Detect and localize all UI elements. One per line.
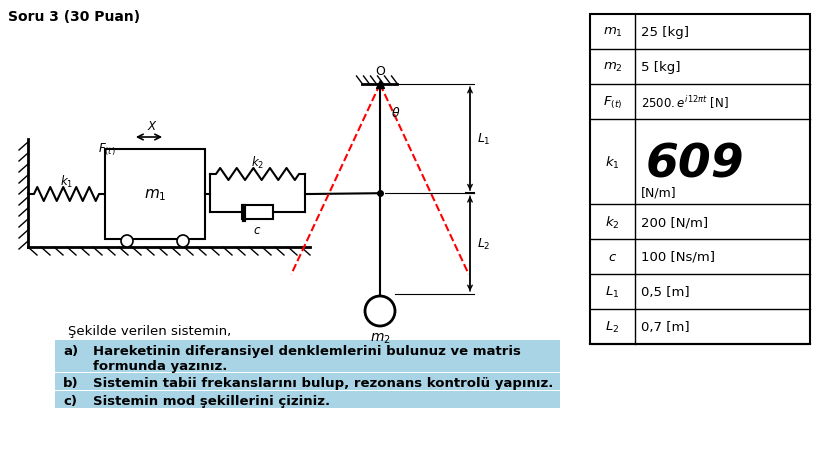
Bar <box>105 150 205 239</box>
Bar <box>55 373 560 390</box>
Text: Sistemin mod şekillerini çiziniz.: Sistemin mod şekillerini çiziniz. <box>93 394 330 407</box>
Bar <box>242 206 272 219</box>
Text: [N/m]: [N/m] <box>641 186 677 199</box>
Text: Sistemin tabii frekanslarını bulup, rezonans kontrolü yapınız.: Sistemin tabii frekanslarını bulup, rezo… <box>93 376 553 389</box>
Text: $m_2$: $m_2$ <box>602 61 622 74</box>
Text: $k_2$: $k_2$ <box>251 155 264 171</box>
Text: 200 [N/m]: 200 [N/m] <box>641 216 708 228</box>
Text: $k_1$: $k_1$ <box>60 173 73 190</box>
Text: $m_2$: $m_2$ <box>370 331 390 345</box>
Text: O: O <box>375 64 385 77</box>
Text: 0,5 [m]: 0,5 [m] <box>641 285 690 298</box>
Text: $k_1$: $k_1$ <box>605 154 620 170</box>
Text: $2500.e^{i12\pi t}$ [N]: $2500.e^{i12\pi t}$ [N] <box>641 94 728 111</box>
Text: 5 [kg]: 5 [kg] <box>641 61 681 74</box>
Text: 100 [Ns/m]: 100 [Ns/m] <box>641 250 715 263</box>
Text: 609: 609 <box>646 142 745 187</box>
Text: $k_2$: $k_2$ <box>605 214 620 230</box>
Text: 25 [kg]: 25 [kg] <box>641 26 689 39</box>
Text: Şekilde verilen sistemin,: Şekilde verilen sistemin, <box>68 324 231 337</box>
Text: 0,7 [m]: 0,7 [m] <box>641 320 690 333</box>
Text: $X$: $X$ <box>146 120 157 133</box>
Circle shape <box>177 236 189 248</box>
Bar <box>55 391 560 408</box>
Text: Hareketinin diferansiyel denklemlerini bulunuz ve matris
formunda yazınız.: Hareketinin diferansiyel denklemlerini b… <box>93 344 521 372</box>
Text: a): a) <box>63 344 78 357</box>
Text: $m_1$: $m_1$ <box>144 187 166 202</box>
Text: $m_1$: $m_1$ <box>602 26 622 39</box>
Text: $L_1$: $L_1$ <box>605 284 620 299</box>
Text: $c$: $c$ <box>253 224 262 237</box>
Circle shape <box>365 296 395 326</box>
Text: $c$: $c$ <box>608 250 617 263</box>
Text: $F_{(t)}$: $F_{(t)}$ <box>98 142 116 158</box>
Text: c): c) <box>63 394 77 407</box>
Text: $F_{(t)}$: $F_{(t)}$ <box>602 94 622 111</box>
Text: $\theta$: $\theta$ <box>391 106 401 120</box>
Text: Soru 3 (30 Puan): Soru 3 (30 Puan) <box>8 10 140 24</box>
Bar <box>590 15 810 344</box>
Text: $L_1$: $L_1$ <box>477 132 491 147</box>
Text: $L_2$: $L_2$ <box>477 237 491 252</box>
Text: $L_2$: $L_2$ <box>606 319 620 334</box>
Text: b): b) <box>63 376 79 389</box>
Bar <box>55 340 560 372</box>
Circle shape <box>121 236 133 248</box>
